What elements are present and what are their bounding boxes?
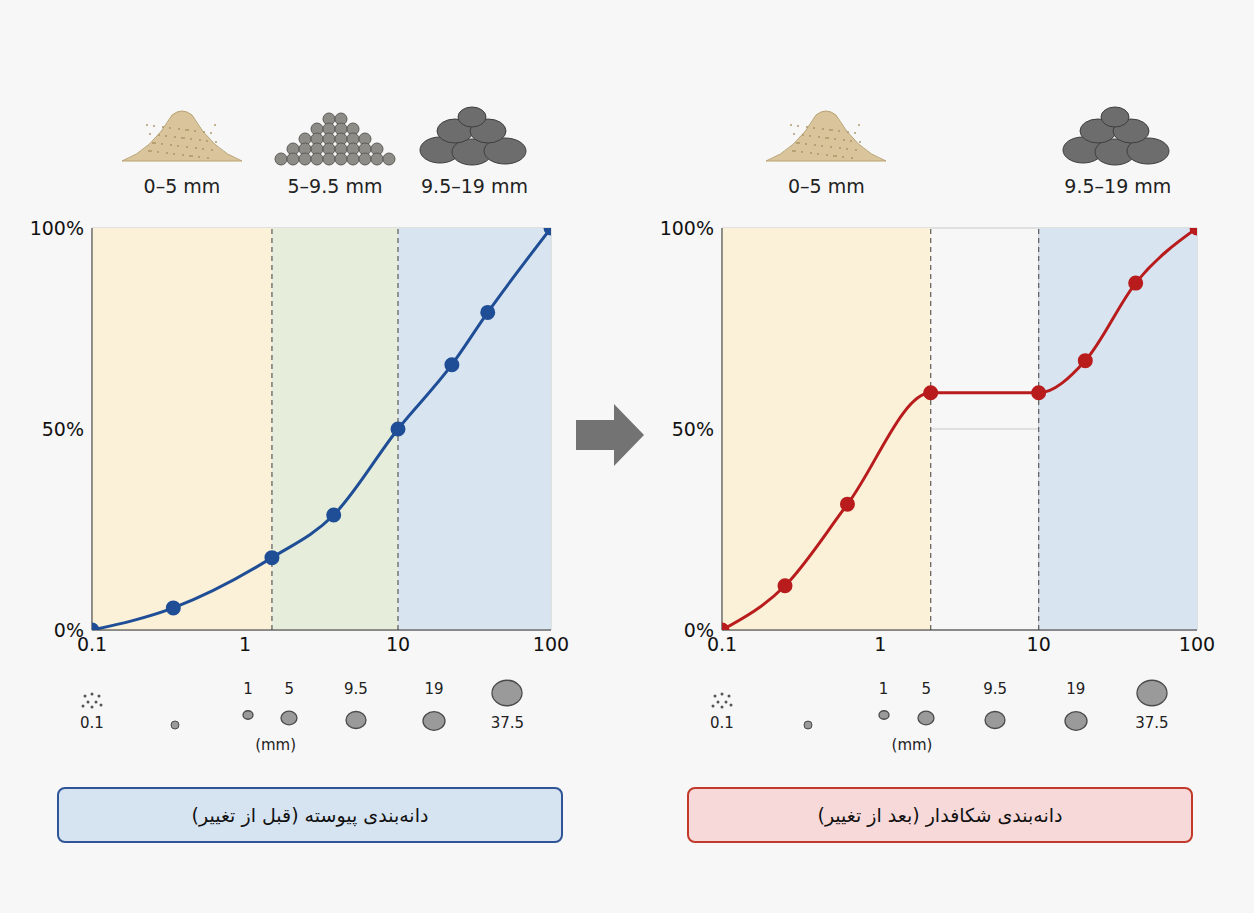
html-text:0–5 mm: 0–5 mm bbox=[788, 175, 865, 197]
svg-text:10: 10 bbox=[386, 633, 410, 655]
html-text:0.1: 0.1 bbox=[710, 714, 734, 732]
html-text:0.1: 0.1 bbox=[80, 714, 104, 732]
html-text:5: 5 bbox=[921, 680, 931, 698]
html-text:5: 5 bbox=[284, 680, 295, 698]
svg-text:0.1: 0.1 bbox=[706, 633, 738, 656]
svg-text:50%: 50% bbox=[672, 418, 714, 440]
svg-text:0%: 0% bbox=[684, 619, 714, 641]
svg-text:1: 1 bbox=[239, 633, 251, 655]
svg-text:0%: 0% bbox=[54, 619, 84, 641]
html-text:9.5: 9.5 bbox=[983, 680, 1007, 698]
html-text:19: 19 bbox=[424, 680, 444, 698]
svg-text:100: 100 bbox=[533, 633, 569, 655]
svg-text:100: 100 bbox=[1179, 633, 1215, 655]
html-text:0–5 mm: 0–5 mm bbox=[143, 175, 221, 197]
html-text:37.5: 37.5 bbox=[1135, 714, 1169, 732]
svg-text:0.1: 0.1 bbox=[76, 633, 108, 656]
html-text:دانه‌بندی پیوسته (قبل از تغییر: دانه‌بندی پیوسته (قبل از تغییر) bbox=[191, 804, 429, 826]
html-text:5–9.5 mm: 5–9.5 mm bbox=[287, 175, 383, 197]
html-text:1: 1 bbox=[243, 680, 253, 698]
svg-text:50%: 50% bbox=[42, 418, 84, 440]
svg-text:100%: 100% bbox=[30, 217, 84, 239]
html-text:9.5–19 mm: 9.5–19 mm bbox=[421, 175, 528, 197]
html-text:9.5: 9.5 bbox=[344, 680, 368, 698]
html-text:37.5: 37.5 bbox=[490, 714, 525, 732]
html-text:دانه‌بندی شکافدار (بعد از تغیی: دانه‌بندی شکافدار (بعد از تغییر) bbox=[817, 804, 1063, 826]
svg-text:10: 10 bbox=[1027, 633, 1051, 655]
html-text:9.5–19 mm: 9.5–19 mm bbox=[1064, 175, 1172, 197]
svg-text:1: 1 bbox=[874, 633, 886, 655]
html-text:19: 19 bbox=[1066, 680, 1086, 698]
svg-text:100%: 100% bbox=[660, 217, 714, 239]
html-text:(mm): (mm) bbox=[255, 736, 297, 754]
html-text:(mm): (mm) bbox=[891, 736, 933, 754]
html-text:1: 1 bbox=[878, 680, 889, 698]
